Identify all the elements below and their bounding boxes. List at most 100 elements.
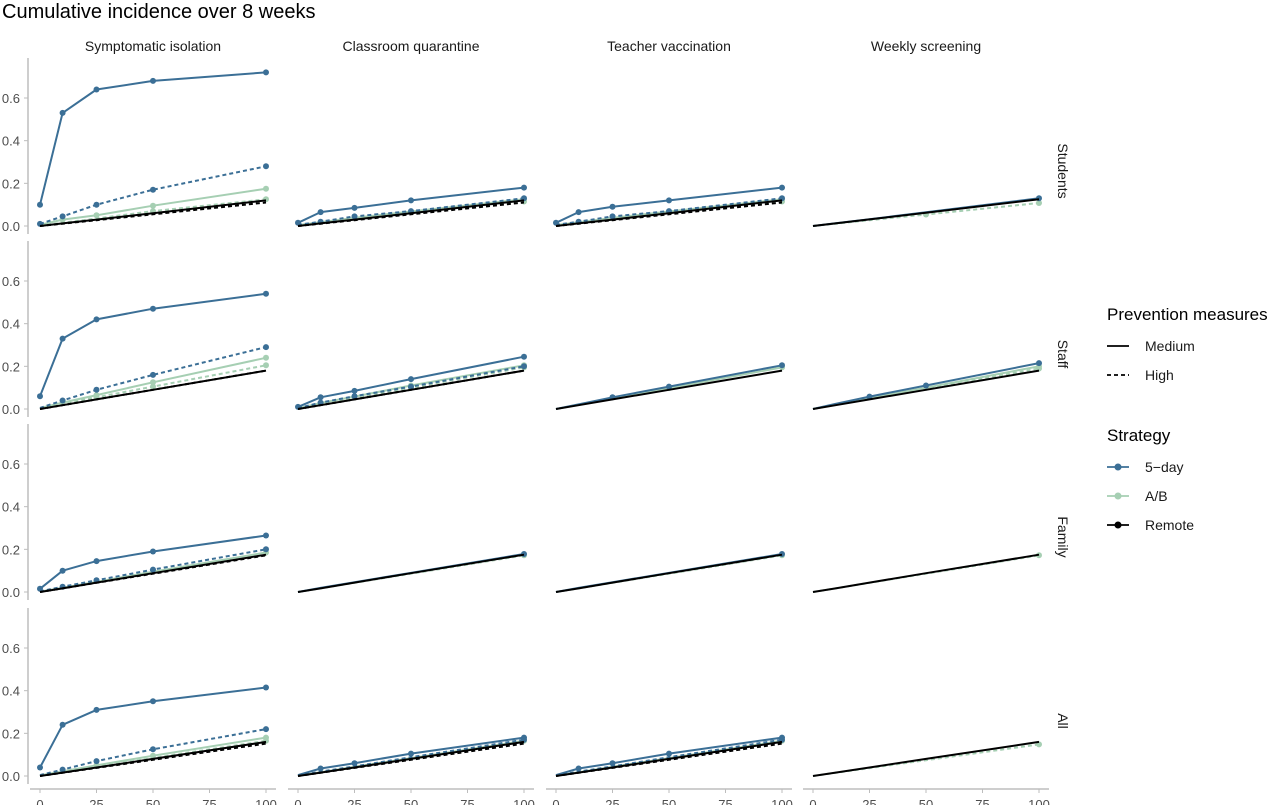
series-point-family-teacher-vaccination-5-day-medium xyxy=(779,551,785,557)
series-line-all-teacher-vaccination-remote-high xyxy=(555,742,783,777)
facet-row-label-all: All xyxy=(1055,713,1071,729)
series-point-students-classroom-quarantine-5-day-medium xyxy=(351,204,358,211)
series-point-staff-classroom-quarantine-5-day-high xyxy=(521,363,527,370)
series-point-staff-teacher-vaccination-5-day-medium xyxy=(666,383,672,390)
series-line-family-teacher-vaccination-remote-medium xyxy=(555,553,783,593)
series-point-all-symptomatic-isolation-5-day-high xyxy=(59,766,66,773)
series-point-staff-teacher-vaccination-5-day-medium xyxy=(779,362,785,369)
legend-label-medium: Medium xyxy=(1145,338,1195,354)
x-tick-label: 75 xyxy=(718,797,732,805)
series-line-family-weekly-screening-remote-medium xyxy=(812,553,1040,593)
series-point-all-symptomatic-isolation-5-day-medium xyxy=(150,698,156,705)
series-point-all-symptomatic-isolation-5-day-high xyxy=(93,758,100,765)
x-tick-label: 0 xyxy=(294,797,301,805)
x-tick-label: 100 xyxy=(513,797,535,805)
series-point-students-symptomatic-isolation-5-day-medium xyxy=(37,201,43,208)
series-point-students-symptomatic-isolation-5-day-high xyxy=(59,213,66,220)
series-point-students-symptomatic-isolation-5-day-high xyxy=(93,201,100,208)
series-line-students-teacher-vaccination-remote-high xyxy=(555,201,783,227)
series-point-all-classroom-quarantine-5-day-medium xyxy=(408,750,414,757)
series-point-staff-weekly-screening-5-day-medium xyxy=(1036,360,1042,367)
series-line-students-symptomatic-isolation-remote-high xyxy=(39,201,267,227)
series-line-all-symptomatic-isolation-remote-high xyxy=(39,742,267,777)
series-line-students-classroom-quarantine-remote-high xyxy=(297,201,525,227)
y-tick-label: 0.4 xyxy=(2,500,20,515)
series-point-students-symptomatic-isolation-5-day-high xyxy=(263,163,269,170)
series-line-staff-classroom-quarantine-remote-high xyxy=(297,369,525,410)
legend-strategy-title: Strategy xyxy=(1107,426,1171,445)
series-point-staff-classroom-quarantine-5-day-medium xyxy=(317,394,324,401)
series-point-family-symptomatic-isolation-5-day-high xyxy=(263,546,269,553)
series-point-staff-classroom-quarantine-5-day-medium xyxy=(521,353,527,360)
series-point-all-classroom-quarantine-5-day-medium xyxy=(317,765,324,772)
series-point-students-classroom-quarantine-5-day-medium xyxy=(408,197,414,204)
x-tick-label: 25 xyxy=(347,797,361,805)
series-point-students-symptomatic-isolation-5-day-medium xyxy=(263,69,269,76)
series-point-all-teacher-vaccination-5-day-medium xyxy=(609,760,616,767)
y-tick-label: 0.6 xyxy=(2,91,20,106)
x-tick-label: 75 xyxy=(975,797,989,805)
series-point-all-symptomatic-isolation-5-day-medium xyxy=(263,684,269,691)
facet-row-label-students: Students xyxy=(1055,143,1071,198)
series-point-staff-classroom-quarantine-5-day-high xyxy=(351,393,358,400)
series-point-family-symptomatic-isolation-5-day-medium xyxy=(93,558,100,565)
series-point-staff-weekly-screening-5-day-medium xyxy=(923,382,929,389)
series-point-family-symptomatic-isolation-5-day-high xyxy=(150,566,156,573)
series-point-all-symptomatic-isolation-5-day-high xyxy=(150,746,156,753)
series-point-staff-classroom-quarantine-5-day-high xyxy=(408,383,414,390)
series-point-staff-symptomatic-isolation-5-day-high xyxy=(93,386,100,393)
x-tick-label: 50 xyxy=(146,797,160,805)
legend-key-a-b-point xyxy=(1114,492,1122,500)
series-point-family-symptomatic-isolation-5-day-medium xyxy=(263,532,269,539)
series-point-all-symptomatic-isolation-5-day-medium xyxy=(59,721,66,728)
x-tick-label: 100 xyxy=(255,797,277,805)
series-point-staff-symptomatic-isolation-5-day-medium xyxy=(37,393,43,400)
series-point-students-weekly-screening-a-b-high xyxy=(1036,200,1042,206)
x-tick-label: 75 xyxy=(460,797,474,805)
series-point-students-symptomatic-isolation-a-b-medium xyxy=(93,212,100,219)
x-tick-label: 25 xyxy=(862,797,876,805)
x-tick-label: 25 xyxy=(605,797,619,805)
series-line-students-teacher-vaccination-remote-medium xyxy=(555,199,783,227)
series-point-staff-symptomatic-isolation-5-day-high xyxy=(150,371,156,378)
series-point-students-symptomatic-isolation-a-b-medium xyxy=(263,185,269,192)
chart-title: Cumulative incidence over 8 weeks xyxy=(2,1,316,23)
series-line-family-symptomatic-isolation-5-day-medium xyxy=(39,534,267,590)
x-tick-label: 50 xyxy=(919,797,933,805)
x-tick-label: 0 xyxy=(552,797,559,805)
facet-column-label-symptomatic-isolation: Symptomatic isolation xyxy=(85,38,221,54)
series-point-all-teacher-vaccination-5-day-medium xyxy=(666,750,672,757)
series-point-students-symptomatic-isolation-5-day-medium xyxy=(150,77,156,84)
series-point-staff-symptomatic-isolation-5-day-high xyxy=(263,344,269,351)
y-tick-label: 0.4 xyxy=(2,684,20,699)
legend-label-high: High xyxy=(1145,367,1174,383)
series-point-staff-symptomatic-isolation-a-b-high xyxy=(263,362,269,369)
series-point-students-classroom-quarantine-5-day-high xyxy=(351,213,358,220)
series-point-staff-classroom-quarantine-5-day-medium xyxy=(351,387,358,394)
y-tick-label: 0.4 xyxy=(2,317,20,332)
y-tick-label: 0.0 xyxy=(2,402,20,417)
series-point-students-symptomatic-isolation-a-b-medium xyxy=(150,202,156,209)
series-point-all-symptomatic-isolation-5-day-high xyxy=(263,726,269,733)
series-point-students-symptomatic-isolation-5-day-high xyxy=(150,186,156,193)
series-point-staff-symptomatic-isolation-a-b-medium xyxy=(150,379,156,386)
series-line-students-classroom-quarantine-remote-medium xyxy=(297,199,525,227)
legend-label-remote: Remote xyxy=(1145,517,1194,533)
x-tick-label: 75 xyxy=(202,797,216,805)
x-tick-label: 25 xyxy=(89,797,103,805)
facet-column-label-classroom-quarantine: Classroom quarantine xyxy=(343,38,480,54)
series-point-staff-weekly-screening-5-day-medium xyxy=(866,393,873,400)
y-tick-label: 0.0 xyxy=(2,769,20,784)
series-point-staff-symptomatic-isolation-a-b-high xyxy=(150,383,156,390)
series-point-family-symptomatic-isolation-5-day-medium xyxy=(150,548,156,555)
y-tick-label: 0.2 xyxy=(2,726,20,741)
y-tick-label: 0.0 xyxy=(2,585,20,600)
series-line-family-classroom-quarantine-remote-medium xyxy=(297,553,525,593)
series-point-staff-symptomatic-isolation-5-day-medium xyxy=(263,290,269,297)
legend-key-5-day-point xyxy=(1114,463,1122,471)
legend-label-5-day: 5−day xyxy=(1145,459,1184,475)
y-tick-label: 0.2 xyxy=(2,542,20,557)
series-line-family-symptomatic-isolation-remote-high xyxy=(39,554,267,593)
legend-key-remote-point xyxy=(1114,521,1122,529)
